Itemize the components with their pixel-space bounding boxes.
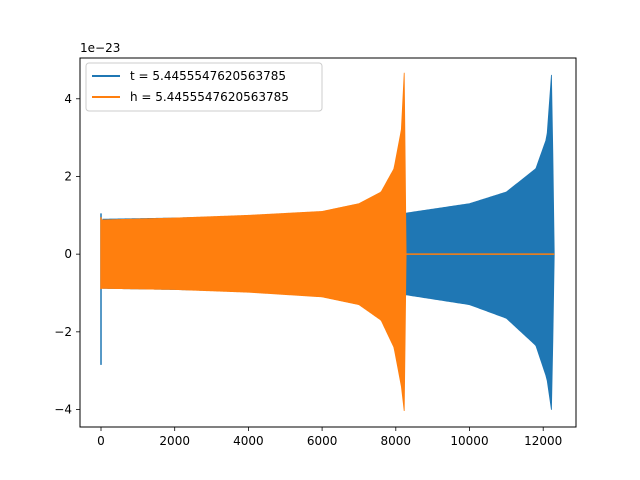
x-tick-label: 2000 (159, 434, 190, 448)
legend: t = 5.4455547620563785 h = 5.445554762056… (85, 62, 323, 112)
legend-label-0: t = 5.4455547620563785 (130, 69, 286, 83)
x-tick-label: 12000 (524, 434, 562, 448)
x-tick-label: 10000 (450, 434, 488, 448)
x-tick-label: 4000 (233, 434, 264, 448)
x-tick-label: 6000 (307, 434, 338, 448)
x-axis: 0 2000 4000 6000 8000 10000 12000 (97, 427, 562, 448)
x-tick-label: 0 (97, 434, 105, 448)
series-1-oscillation-band (101, 72, 407, 411)
y-offset-label: 1e−23 (80, 41, 120, 55)
series-1 (100, 72, 555, 411)
series-layer (100, 72, 555, 411)
y-tick-label: 2 (64, 169, 72, 183)
axes-frame (79, 57, 577, 428)
legend-label-1: h = 5.4455547620563785 (130, 90, 289, 104)
x-tick-label: 8000 (381, 434, 412, 448)
y-tick-label: −2 (54, 325, 72, 339)
y-tick-label: −4 (54, 403, 72, 417)
y-tick-label: 0 (64, 247, 72, 261)
y-axis: −4 −2 0 2 4 (54, 92, 80, 417)
legend-box (85, 62, 323, 112)
y-tick-label: 4 (64, 92, 72, 106)
